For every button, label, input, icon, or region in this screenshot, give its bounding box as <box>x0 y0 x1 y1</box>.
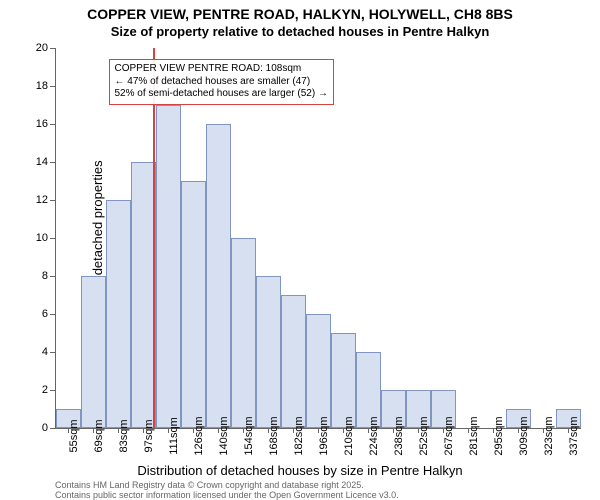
y-tick-mark <box>50 314 55 315</box>
x-tick-label: 281sqm <box>468 416 480 455</box>
histogram-bar <box>256 276 281 428</box>
annotation-line: 52% of semi-detached houses are larger (… <box>115 88 328 101</box>
chart-container: COPPER VIEW, PENTRE ROAD, HALKYN, HOLYWE… <box>0 0 600 500</box>
x-tick-label: 309sqm <box>518 416 530 455</box>
histogram-bar <box>181 181 206 428</box>
x-tick-mark <box>443 428 444 433</box>
x-tick-label: 97sqm <box>143 419 155 452</box>
y-tick-label: 2 <box>42 384 48 396</box>
x-tick-mark <box>293 428 294 433</box>
y-tick-label: 10 <box>36 232 48 244</box>
x-tick-mark <box>193 428 194 433</box>
y-tick-label: 20 <box>36 42 48 54</box>
x-tick-mark <box>118 428 119 433</box>
x-tick-label: 323sqm <box>543 416 555 455</box>
x-tick-label: 196sqm <box>318 416 330 455</box>
histogram-bar <box>106 200 131 428</box>
x-tick-label: 83sqm <box>118 419 130 452</box>
x-tick-label: 295sqm <box>493 416 505 455</box>
x-tick-mark <box>343 428 344 433</box>
x-tick-label: 126sqm <box>193 416 205 455</box>
chart-title-sub: Size of property relative to detached ho… <box>0 24 600 39</box>
histogram-bar <box>156 105 181 428</box>
x-tick-mark <box>318 428 319 433</box>
y-tick-label: 6 <box>42 308 48 320</box>
chart-title-main: COPPER VIEW, PENTRE ROAD, HALKYN, HOLYWE… <box>0 6 600 22</box>
x-tick-label: 224sqm <box>368 416 380 455</box>
annotation-line: ← 47% of detached houses are smaller (47… <box>115 76 328 89</box>
y-tick-label: 14 <box>36 156 48 168</box>
histogram-bar <box>81 276 106 428</box>
y-tick-label: 16 <box>36 118 48 130</box>
annotation-box: COPPER VIEW PENTRE ROAD: 108sqm← 47% of … <box>109 59 334 105</box>
annotation-line: COPPER VIEW PENTRE ROAD: 108sqm <box>115 63 328 76</box>
x-tick-mark <box>143 428 144 433</box>
x-tick-mark <box>543 428 544 433</box>
y-tick-label: 4 <box>42 346 48 358</box>
x-tick-label: 55sqm <box>68 419 80 452</box>
y-tick-mark <box>50 124 55 125</box>
y-tick-mark <box>50 390 55 391</box>
x-tick-label: 238sqm <box>393 416 405 455</box>
x-tick-mark <box>93 428 94 433</box>
histogram-bar <box>281 295 306 428</box>
x-tick-label: 111sqm <box>168 417 180 455</box>
y-tick-mark <box>50 276 55 277</box>
y-tick-mark <box>50 352 55 353</box>
x-tick-mark <box>418 428 419 433</box>
x-tick-label: 69sqm <box>93 419 105 452</box>
x-tick-label: 140sqm <box>218 416 230 455</box>
y-tick-mark <box>50 200 55 201</box>
x-tick-mark <box>368 428 369 433</box>
x-tick-mark <box>68 428 69 433</box>
x-tick-mark <box>518 428 519 433</box>
y-tick-mark <box>50 428 55 429</box>
y-tick-label: 12 <box>36 194 48 206</box>
y-tick-label: 8 <box>42 270 48 282</box>
x-axis-label: Distribution of detached houses by size … <box>0 463 600 478</box>
x-tick-label: 168sqm <box>268 416 280 455</box>
x-tick-mark <box>468 428 469 433</box>
histogram-bar <box>306 314 331 428</box>
footer-line-2: Contains public sector information licen… <box>55 490 399 500</box>
y-tick-mark <box>50 162 55 163</box>
x-tick-label: 267sqm <box>443 416 455 455</box>
y-tick-mark <box>50 48 55 49</box>
histogram-bar <box>331 333 356 428</box>
x-tick-mark <box>243 428 244 433</box>
x-tick-mark <box>393 428 394 433</box>
y-tick-label: 18 <box>36 80 48 92</box>
x-tick-label: 252sqm <box>418 416 430 455</box>
x-tick-mark <box>493 428 494 433</box>
x-tick-label: 337sqm <box>568 416 580 455</box>
footer-line-1: Contains HM Land Registry data © Crown c… <box>55 480 364 490</box>
y-tick-mark <box>50 86 55 87</box>
x-tick-label: 154sqm <box>243 416 255 455</box>
histogram-bar <box>206 124 231 428</box>
x-tick-mark <box>168 428 169 433</box>
x-tick-mark <box>218 428 219 433</box>
x-tick-label: 210sqm <box>343 416 355 455</box>
plot-area: COPPER VIEW PENTRE ROAD: 108sqm← 47% of … <box>55 48 581 429</box>
x-tick-mark <box>268 428 269 433</box>
x-tick-label: 182sqm <box>293 416 305 455</box>
histogram-bar <box>231 238 256 428</box>
property-marker-line <box>153 48 155 428</box>
y-tick-mark <box>50 238 55 239</box>
y-tick-label: 0 <box>42 422 48 434</box>
x-tick-mark <box>568 428 569 433</box>
